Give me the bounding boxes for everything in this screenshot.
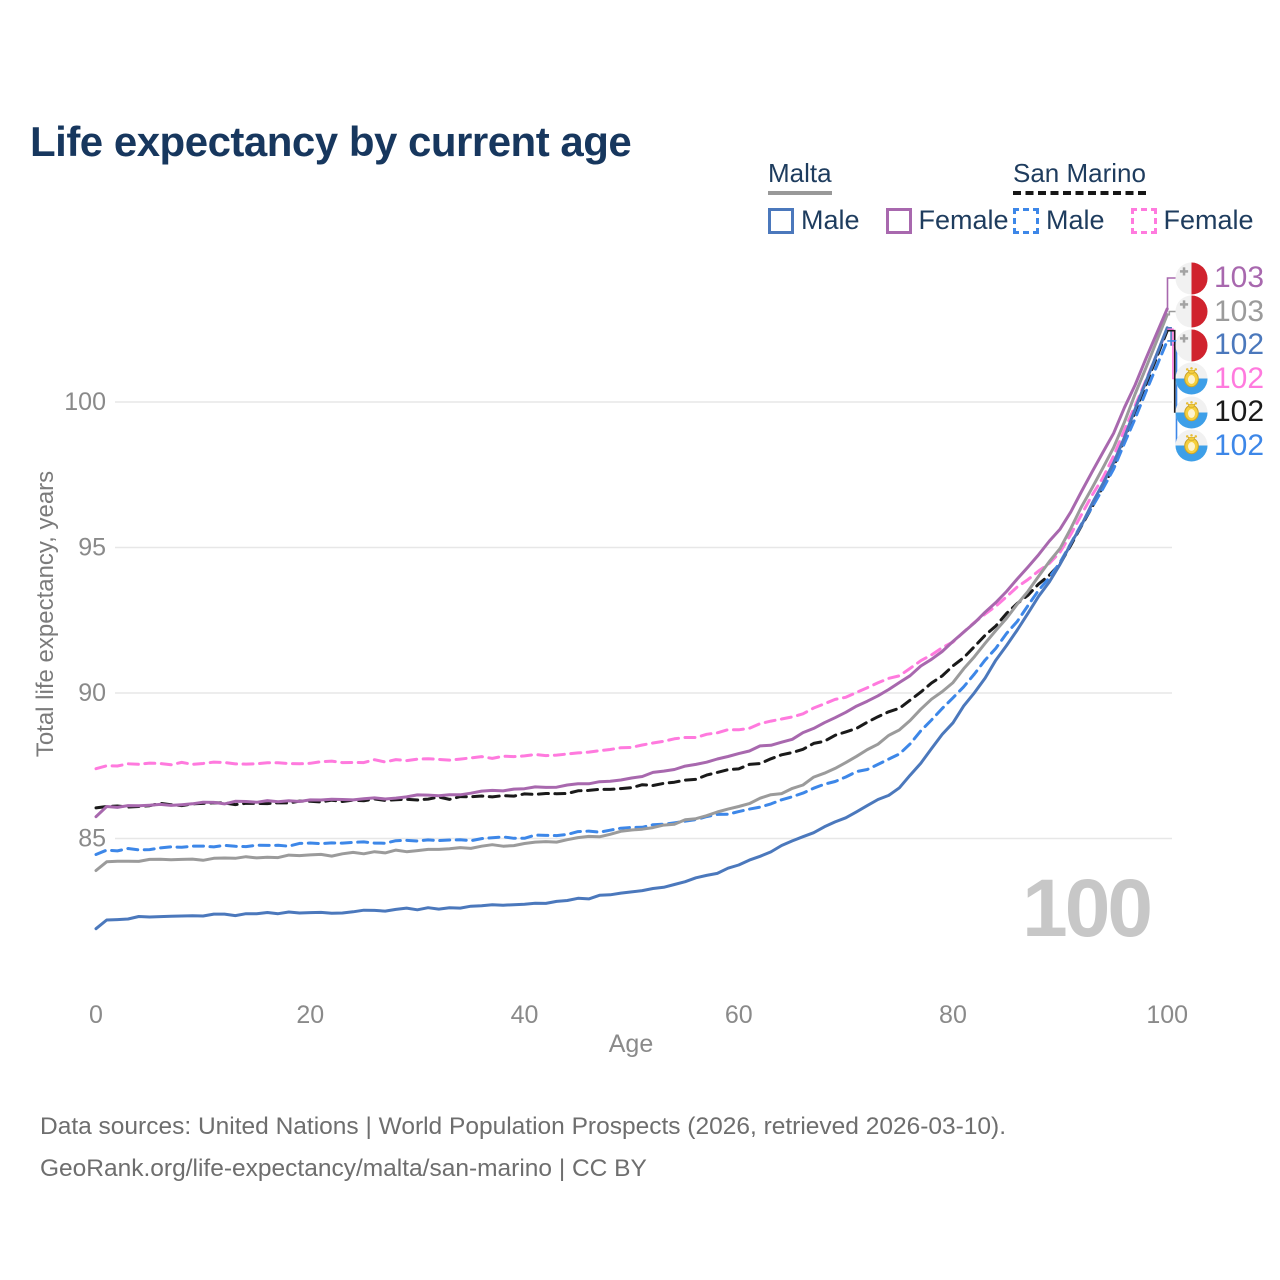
x-tick-20: 20: [296, 1001, 324, 1029]
san-marino-female-swatch-icon: [1130, 207, 1157, 234]
footer-attribution-link[interactable]: GeoRank.org/life-expectancy/malta/san-ma…: [40, 1155, 647, 1182]
series-line-malta-male: [94, 326, 1169, 931]
hovered-age-watermark: 100: [1022, 863, 1153, 954]
leader-line-malta-female: [1166, 277, 1177, 310]
legend-country-malta[interactable]: Malta: [768, 160, 832, 195]
x-tick-40: 40: [511, 1001, 539, 1029]
y-tick-100: 100: [64, 388, 106, 416]
legend-items-malta: Male Female: [768, 205, 1009, 236]
x-tick-0: 0: [89, 1001, 103, 1029]
legend-country-san-marino[interactable]: San Marino: [1013, 160, 1146, 195]
y-tick-85: 85: [78, 825, 106, 853]
legend-item-san-marino-male[interactable]: Male: [1013, 205, 1105, 236]
legend-item-san-marino-female[interactable]: Female: [1130, 205, 1254, 236]
san-marino-male-swatch-icon: [1013, 207, 1039, 234]
series-line-malta: [94, 313, 1169, 872]
legend-group-san-marino: San Marino Male Female: [1013, 160, 1254, 236]
x-tick-60: 60: [725, 1001, 753, 1029]
legend-group-malta: Malta Male Female: [768, 160, 1009, 236]
legend-label-malta-female: Female: [918, 205, 1009, 235]
legend-item-malta-male[interactable]: Male: [768, 205, 860, 236]
x-tick-100: 100: [1146, 1001, 1188, 1029]
legend-label-san-marino-female: Female: [1163, 205, 1254, 235]
malta-male-swatch-icon: [768, 207, 794, 234]
footer: Data sources: United Nations | World Pop…: [40, 1106, 1006, 1190]
page-title: Life expectancy by current age: [30, 118, 632, 166]
legend-item-malta-female[interactable]: Female: [885, 205, 1009, 236]
series-line-san-marino-female: [94, 327, 1169, 771]
series-line-malta-female: [94, 307, 1169, 819]
series-line-san-marino-male: [94, 339, 1169, 856]
leader-line-malta: [1167, 310, 1177, 316]
x-tick-80: 80: [939, 1001, 967, 1029]
y-tick-95: 95: [78, 534, 106, 562]
y-axis-title: Total life expectancy, years: [32, 470, 59, 758]
x-axis-title: Age: [608, 1030, 654, 1058]
series-line-san-marino: [94, 329, 1169, 810]
footer-data-sources: Data sources: United Nations | World Pop…: [40, 1113, 1007, 1140]
y-tick-90: 90: [78, 679, 106, 707]
malta-female-swatch-icon: [885, 207, 912, 234]
leader-line-san-marino-female: [1167, 328, 1177, 380]
legend-label-malta-male: Male: [801, 205, 860, 235]
legend-label-san-marino-male: Male: [1046, 205, 1105, 235]
legend-items-san-marino: Male Female: [1013, 205, 1254, 236]
